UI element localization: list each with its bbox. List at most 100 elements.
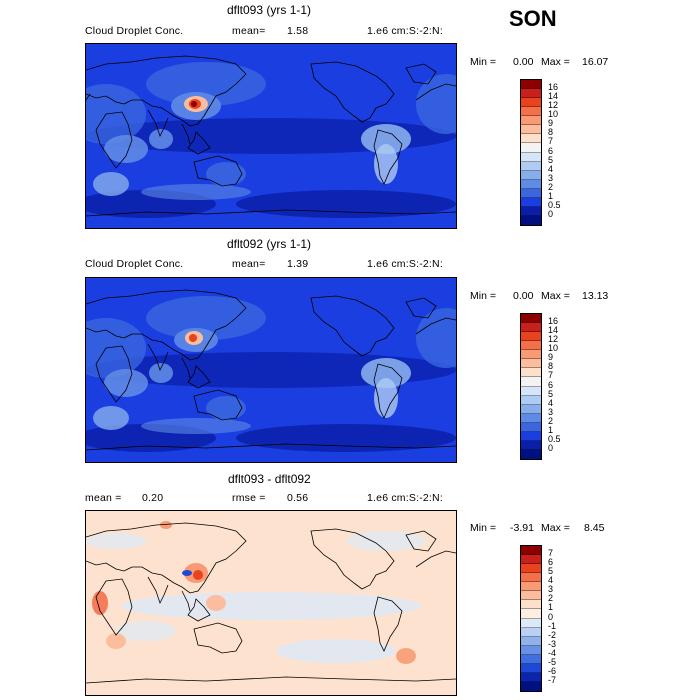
colorbar-tick-label: 0 — [548, 208, 554, 219]
panel1-mean-value: 1.58 — [287, 25, 309, 37]
colorbar-tick-label: -1 — [548, 620, 557, 631]
colorbar-tick-label: -3 — [548, 638, 557, 649]
colorbar-box — [521, 591, 541, 601]
colorbar-tick-label: 14 — [548, 91, 559, 102]
panel2-min-label: Min = — [470, 290, 496, 302]
panel3-units: 1.e6 cm:S:-2:N: — [367, 492, 443, 504]
colorbar-box — [521, 422, 541, 432]
colorbar-tick-label: 16 — [548, 82, 559, 93]
colorbar-box — [521, 152, 541, 162]
panel3-max-value: 8.45 — [584, 522, 605, 534]
panel1-max-value: 16.07 — [582, 56, 609, 68]
colorbar-box — [521, 431, 541, 441]
colorbar-tick-label: 12 — [548, 100, 559, 111]
colorbar-box — [521, 404, 541, 414]
colorbar-box — [521, 413, 541, 423]
colorbar-box — [521, 107, 541, 117]
colorbar-tick-label: 10 — [548, 109, 559, 120]
colorbar-tick-label: 4 — [548, 575, 554, 586]
colorbar-box — [521, 618, 541, 628]
colorbar-tick-label: 9 — [548, 352, 554, 363]
colorbar-box — [521, 197, 541, 207]
colorbar-box — [521, 368, 541, 378]
colorbar-tick-label: 0 — [548, 611, 554, 622]
panel3-colorbar — [520, 545, 542, 692]
panel1-units: 1.e6 cm:S:-2:N: — [367, 25, 443, 37]
colorbar-tick-label: 3 — [548, 584, 554, 595]
colorbar-tick-label: 6 — [548, 145, 554, 156]
colorbar-box — [521, 170, 541, 180]
colorbar-box — [521, 377, 541, 387]
panel3-mean-value: 0.20 — [142, 492, 164, 504]
colorbar-box — [521, 134, 541, 144]
panel3-min-value: -3.91 — [510, 522, 534, 534]
colorbar-tick-label: 0.5 — [548, 433, 561, 444]
colorbar-tick-label: 10 — [548, 343, 559, 354]
panel2-map — [85, 277, 457, 463]
colorbar-box — [521, 89, 541, 99]
colorbar-tick-label: 0 — [548, 442, 554, 453]
panel2-mean-label: mean= — [232, 258, 266, 270]
panel2-left-label: Cloud Droplet Conc. — [85, 258, 184, 270]
colorbar-box — [521, 188, 541, 198]
colorbar-box — [521, 116, 541, 126]
colorbar-tick-label: 1 — [548, 602, 554, 613]
colorbar-tick-label: 1 — [548, 424, 554, 435]
colorbar-tick-label: -6 — [548, 665, 557, 676]
panel1-map — [85, 43, 457, 229]
colorbar-tick-label: 5 — [548, 154, 554, 165]
colorbar-box — [521, 681, 541, 691]
colorbar-box — [521, 672, 541, 682]
colorbar-tick-label: 5 — [548, 388, 554, 399]
colorbar-box — [521, 341, 541, 351]
panel3-mean-label: mean = — [85, 492, 122, 504]
colorbar-box — [521, 582, 541, 592]
panel2-mean-value: 1.39 — [287, 258, 309, 270]
colorbar-box — [521, 350, 541, 360]
colorbar-tick-label: 2 — [548, 181, 554, 192]
colorbar-tick-label: 8 — [548, 361, 554, 372]
colorbar-box — [521, 206, 541, 216]
colorbar-box — [521, 179, 541, 189]
colorbar-box — [521, 555, 541, 565]
colorbar-tick-label: 4 — [548, 397, 554, 408]
colorbar-box — [521, 573, 541, 583]
panel2-units: 1.e6 cm:S:-2:N: — [367, 258, 443, 270]
colorbar-box — [521, 323, 541, 333]
colorbar-tick-label: 7 — [548, 548, 554, 559]
panel3-rmse-value: 0.56 — [287, 492, 309, 504]
colorbar-box — [521, 600, 541, 610]
panel1-min-label: Min = — [470, 56, 496, 68]
panel2-coastlines — [86, 289, 456, 451]
panel1-colorbar — [520, 79, 542, 226]
colorbar-tick-label: 4 — [548, 163, 554, 174]
panel1-map-svg — [86, 44, 456, 228]
colorbar-box — [521, 546, 541, 556]
colorbar-box — [521, 654, 541, 664]
colorbar-tick-label: 2 — [548, 415, 554, 426]
panel2-field — [86, 296, 456, 452]
colorbar-box — [521, 645, 541, 655]
colorbar-tick-label: -5 — [548, 656, 557, 667]
colorbar-tick-label: 16 — [548, 316, 559, 327]
panel1-field — [86, 62, 456, 218]
colorbar-tick-label: 14 — [548, 325, 559, 336]
panel1-min-value: 0.00 — [513, 56, 534, 68]
colorbar-box — [521, 663, 541, 673]
panel1-colorbar-ticks: 16 14 12 10 9 8 7 6 5 4 3 2 1 0.5 0 — [548, 79, 588, 224]
panel1-mean-label: mean= — [232, 25, 266, 37]
panel1-title: dflt093 (yrs 1-1) — [227, 3, 312, 17]
panel3-title: dflt093 - dflt092 — [228, 472, 311, 486]
colorbar-tick-label: 7 — [548, 370, 554, 381]
colorbar-tick-label: 6 — [548, 379, 554, 390]
colorbar-box — [521, 215, 541, 225]
panel2-map-svg — [86, 278, 456, 462]
colorbar-box — [521, 386, 541, 396]
panel2-title: dflt092 (yrs 1-1) — [227, 237, 312, 251]
colorbar-tick-label: 12 — [548, 334, 559, 345]
colorbar-tick-label: 9 — [548, 118, 554, 129]
colorbar-tick-label: -7 — [548, 674, 557, 685]
panel3-max-label: Max = — [541, 522, 570, 534]
colorbar-box — [521, 636, 541, 646]
colorbar-box — [521, 332, 541, 342]
